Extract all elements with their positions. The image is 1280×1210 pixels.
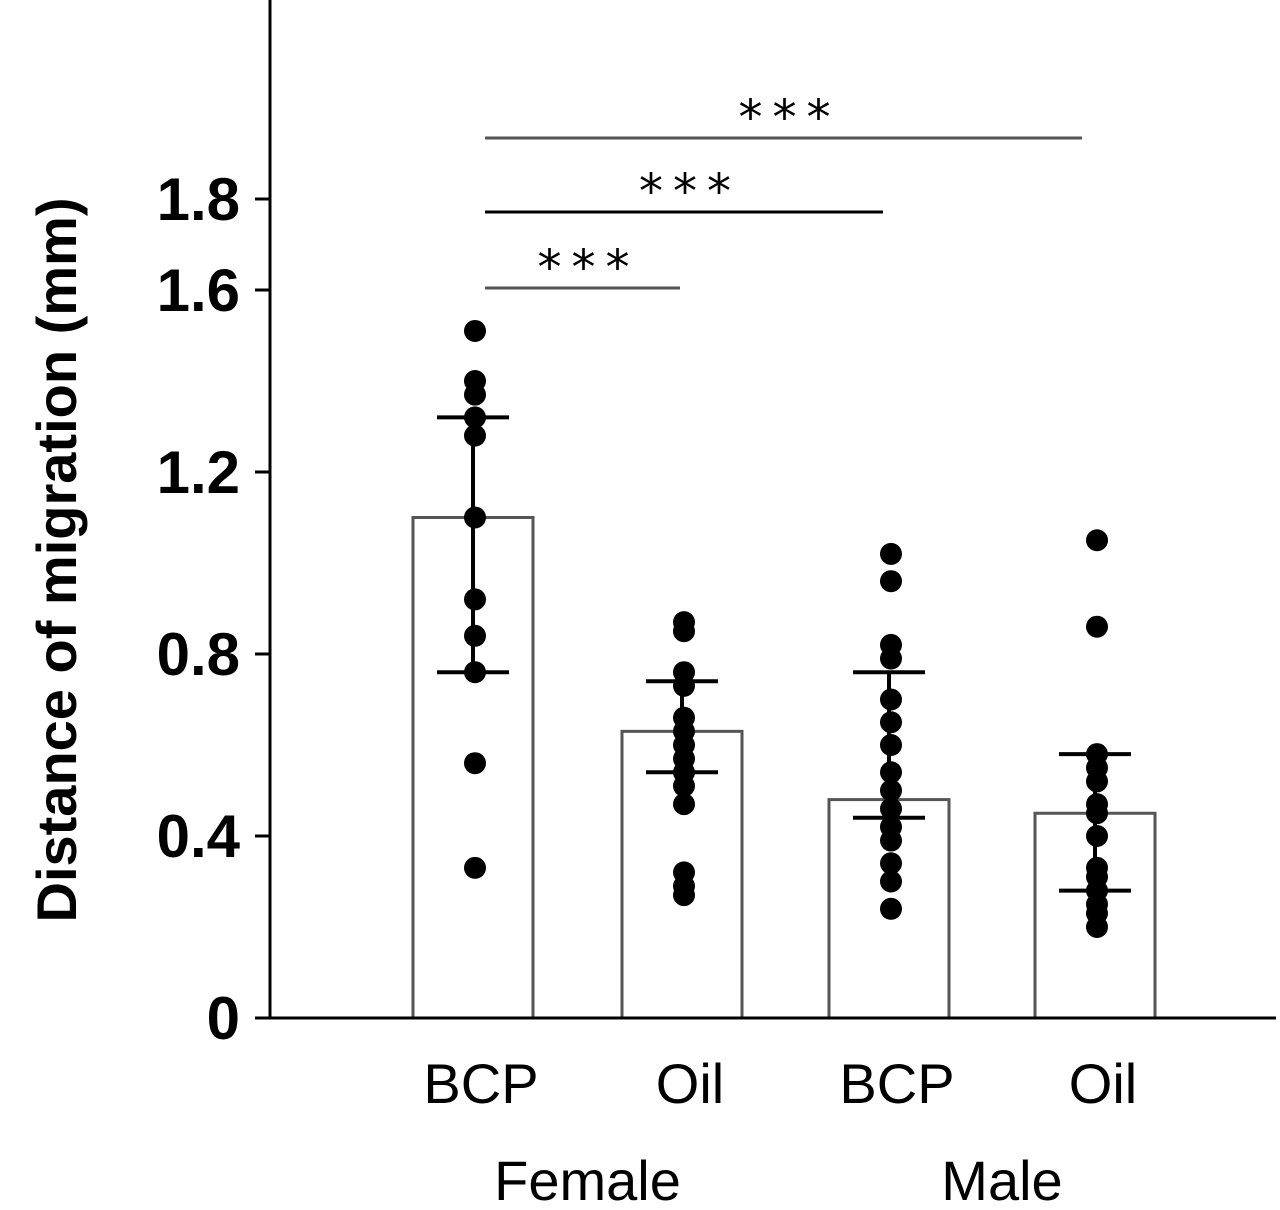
data-point	[1086, 916, 1108, 938]
data-point	[880, 779, 902, 802]
data-point	[464, 588, 486, 611]
data-points	[464, 319, 1108, 938]
data-point	[464, 319, 486, 342]
data-point	[673, 674, 695, 697]
data-point	[880, 852, 902, 875]
data-point	[1086, 770, 1108, 793]
data-point	[880, 734, 902, 756]
data-point	[673, 774, 695, 797]
bars	[411, 516, 1157, 1020]
significance-annotations: *** *** ***	[485, 90, 1082, 296]
data-point	[1086, 825, 1108, 847]
data-point	[464, 856, 486, 879]
x-labels: BCP Oil BCP Oil Female Male	[423, 1052, 1137, 1210]
data-point	[880, 870, 902, 893]
error-bars	[437, 415, 1131, 893]
group-label: Male	[941, 1149, 1062, 1210]
data-point	[880, 570, 902, 593]
significance-label: ***	[538, 240, 640, 296]
x-tick-label: BCP	[839, 1052, 954, 1115]
data-point	[880, 542, 902, 565]
data-point	[464, 383, 486, 406]
data-point	[464, 624, 486, 647]
axes	[255, 0, 1276, 1020]
y-tick-label: 1.2	[157, 439, 240, 506]
y-tick-label: 0.4	[157, 803, 241, 870]
significance-label: ***	[639, 164, 741, 220]
data-point	[880, 688, 902, 711]
y-tick-label: 1.6	[157, 257, 240, 324]
data-point	[880, 761, 902, 784]
y-tick-label: 0	[207, 985, 240, 1052]
data-point	[880, 897, 902, 920]
y-ticks: 0 0.4 0.8 1.2 1.6 1.8	[157, 166, 270, 1052]
data-point	[880, 797, 902, 820]
data-point	[464, 424, 486, 447]
data-point	[880, 647, 902, 670]
x-tick-label: Oil	[656, 1052, 724, 1115]
data-point	[464, 506, 486, 529]
significance-label: ***	[739, 90, 841, 146]
data-point	[1086, 615, 1108, 638]
data-point	[1086, 529, 1108, 552]
x-tick-label: Oil	[1069, 1052, 1137, 1115]
y-axis-label: Distance of migration (mm)	[25, 198, 88, 923]
data-point	[673, 620, 695, 643]
data-point	[673, 793, 695, 816]
x-tick-label: BCP	[423, 1052, 538, 1115]
data-point	[880, 711, 902, 734]
data-point	[464, 406, 486, 429]
group-label: Female	[494, 1149, 681, 1210]
data-point	[673, 884, 695, 907]
y-tick-label: 0.8	[157, 621, 240, 688]
data-point	[464, 661, 486, 684]
y-tick-label: 1.8	[157, 166, 240, 233]
data-point	[1086, 802, 1108, 825]
data-point	[464, 752, 486, 775]
data-point	[880, 829, 902, 852]
